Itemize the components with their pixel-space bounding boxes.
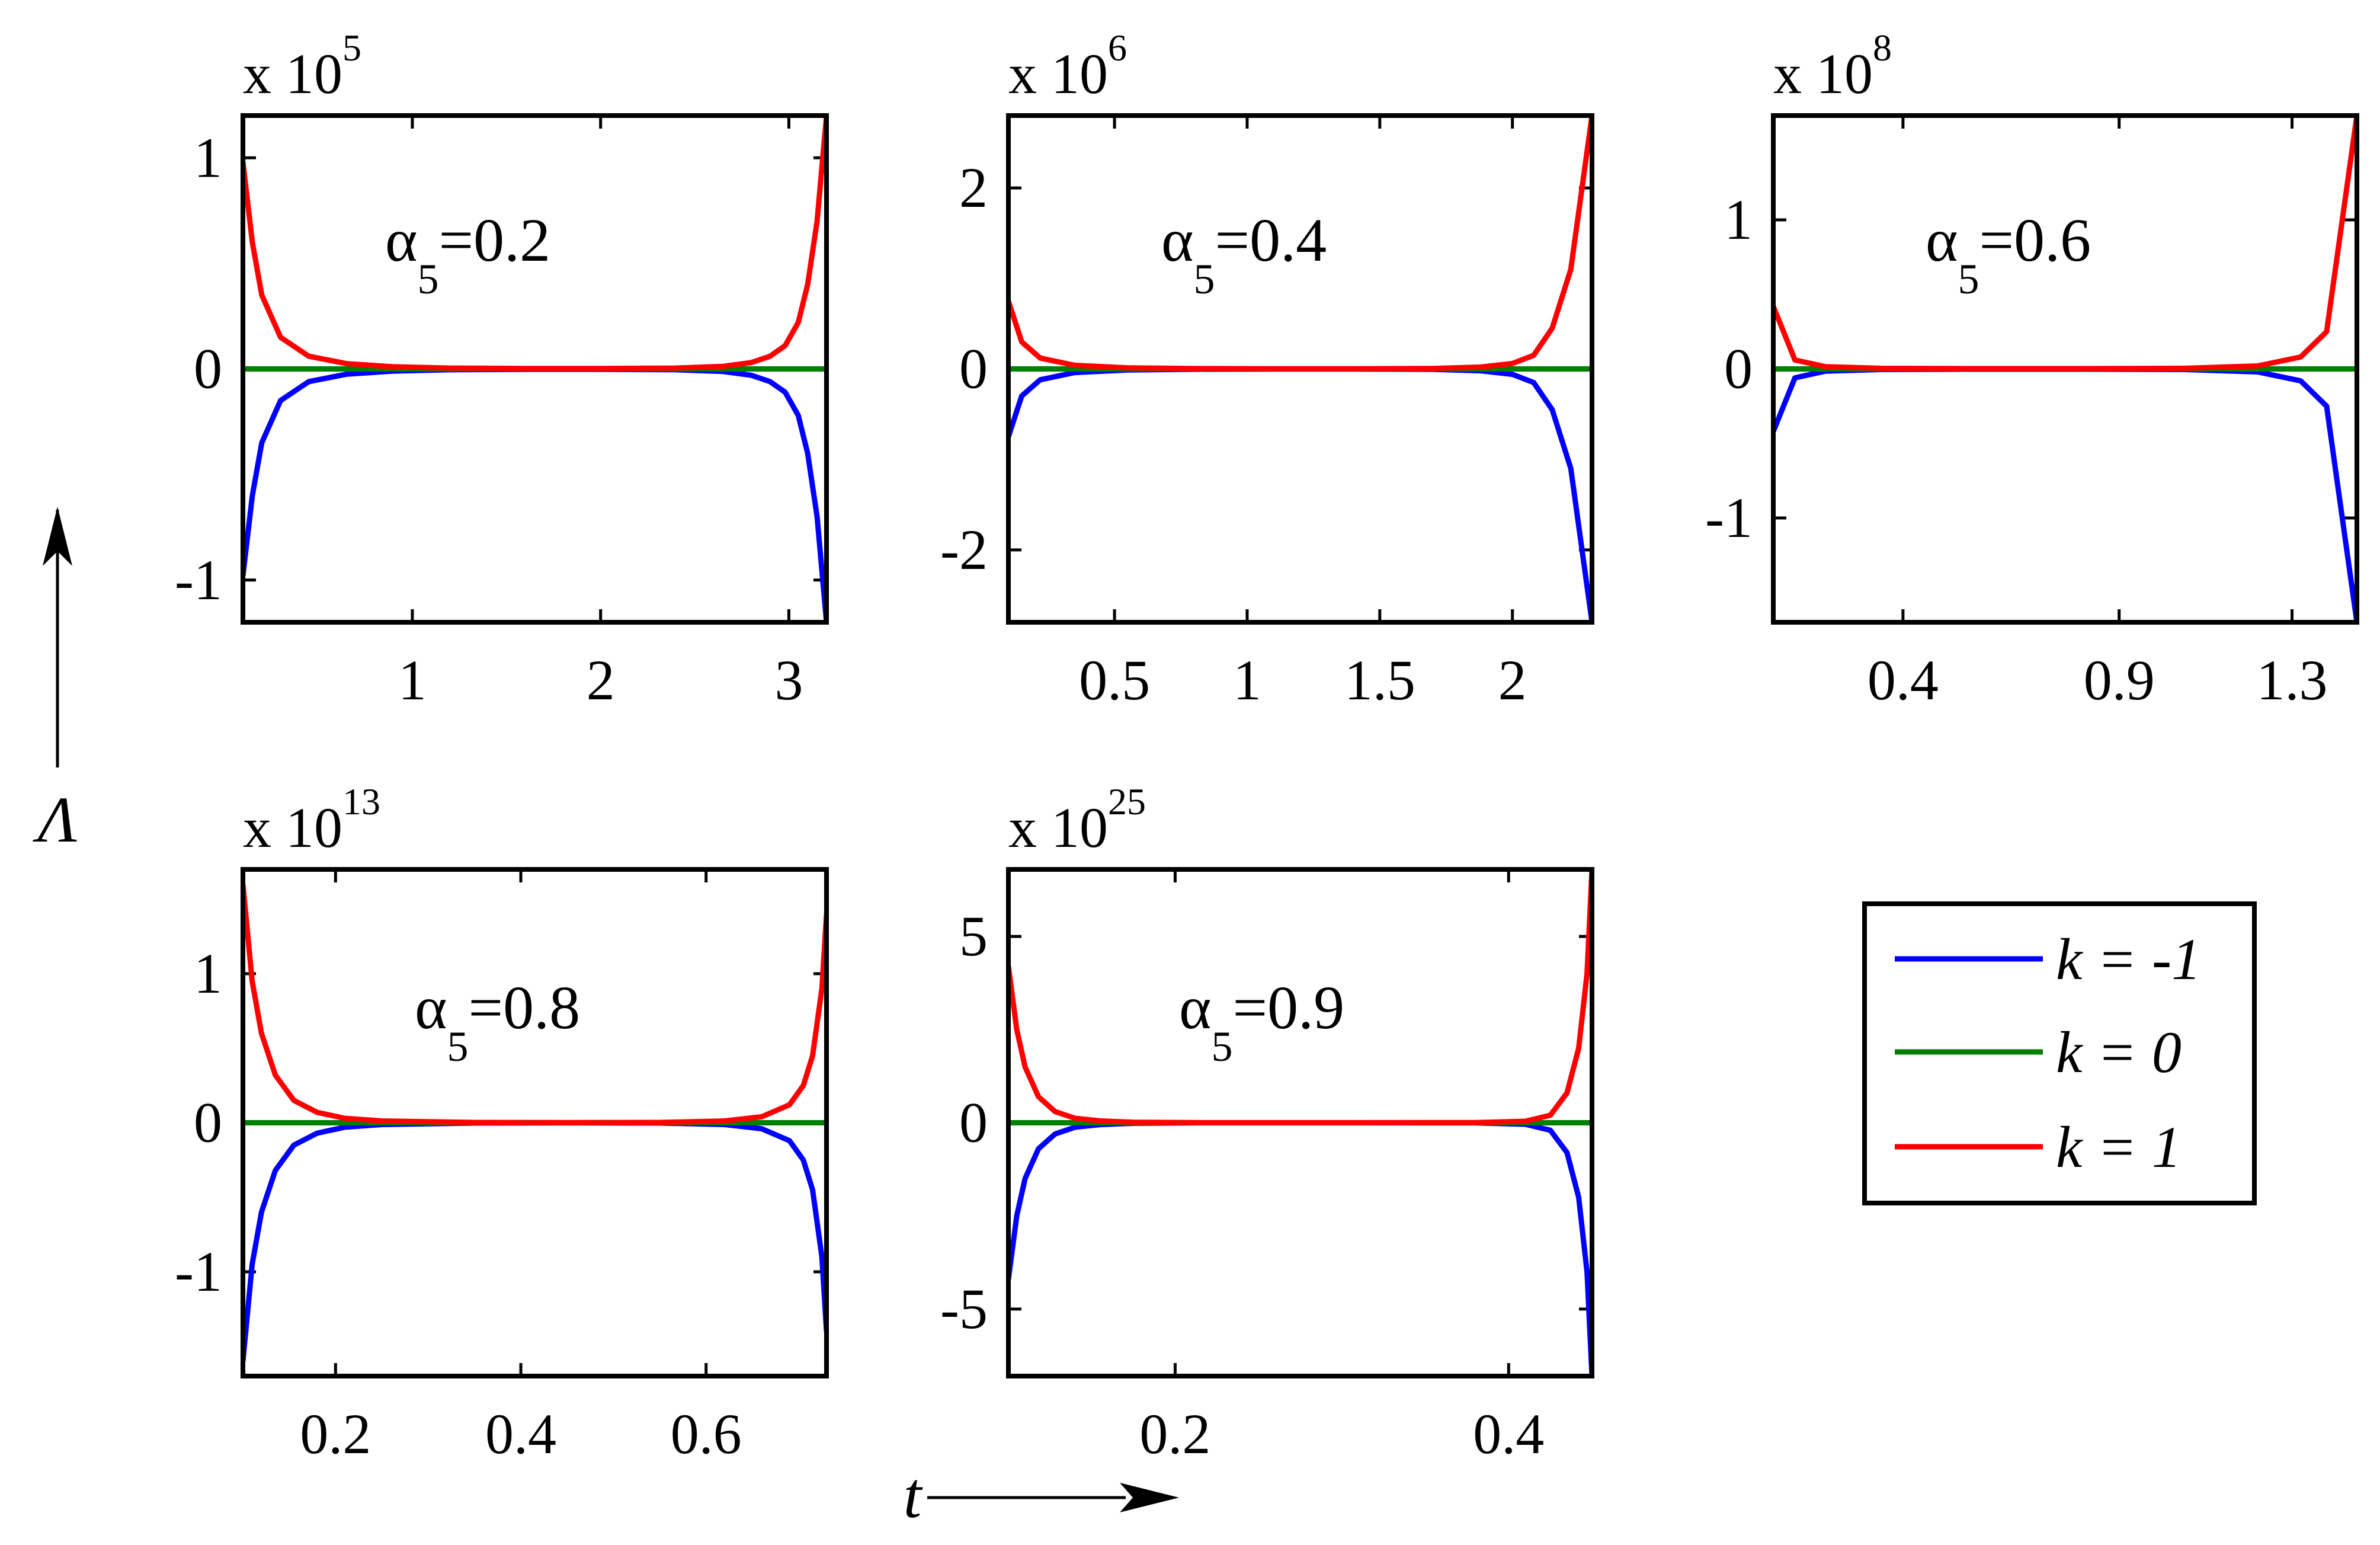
annotation-subscript: 5 — [1958, 255, 1979, 303]
y-axis-arrowhead — [43, 507, 72, 566]
annotation-subscript: 5 — [1194, 255, 1215, 303]
x-tick-label: 2 — [587, 648, 615, 712]
y-tick-label: -1 — [175, 1240, 222, 1303]
y-tick-label: 1 — [194, 126, 222, 189]
axes-frame — [1771, 113, 2359, 625]
axis-multiplier: x 105 — [243, 27, 361, 105]
y-tick-label: 0 — [1724, 337, 1753, 401]
annotation-symbol: α — [1179, 974, 1212, 1042]
subplot-alpha-0-4: 0.5 1 1.5 2 -2 0 2 x 106 α5=0.4 — [940, 27, 1594, 712]
panel-annotation: α5=0.6 — [1926, 206, 2091, 303]
y-tick-label: 0 — [959, 1091, 988, 1154]
axes-frame — [1006, 113, 1594, 625]
series-line-k-1-alpha-0-2 — [243, 116, 827, 372]
axis-multiplier: x 106 — [1008, 27, 1127, 105]
y-axis-symbol: Λ — [33, 783, 77, 856]
annotation-subscript: 5 — [1212, 1023, 1233, 1070]
annotation-value: =0.6 — [1979, 206, 2091, 274]
series-line-k-minus-1-alpha-0-4 — [1008, 366, 1592, 622]
y-tick-label: 2 — [959, 156, 988, 219]
x-tick-label: 0.9 — [2084, 648, 2155, 712]
annotation-value: =0.4 — [1215, 206, 1327, 274]
y-tick-label: 1 — [194, 942, 222, 1005]
axis-multiplier-exponent: 25 — [1108, 781, 1146, 823]
axis-multiplier-base: x 10 — [243, 796, 342, 859]
panel-annotation: α5=0.9 — [1179, 974, 1344, 1070]
y-tick-label: -2 — [940, 518, 988, 581]
x-tick-label: 0.2 — [300, 1402, 371, 1466]
series-line-k-minus-1-alpha-0-8 — [243, 1120, 827, 1362]
axis-multiplier-base: x 10 — [1008, 796, 1108, 859]
y-tick-label: 0 — [194, 337, 222, 401]
x-tick-label: 0.5 — [1079, 648, 1150, 712]
x-tick-label: 0.4 — [485, 1402, 556, 1466]
legend-label-k-1: k = 1 — [2056, 1114, 2182, 1180]
axis-multiplier-base: x 10 — [1773, 42, 1873, 105]
axis-multiplier-base: x 10 — [1008, 42, 1108, 105]
annotation-symbol: α — [385, 206, 418, 274]
x-tick-label: 0.4 — [1868, 648, 1939, 712]
series-line-k-minus-1-alpha-0-9 — [1008, 1120, 1592, 1376]
panel-annotation: α5=0.4 — [1161, 206, 1327, 303]
panel-annotation: α5=0.2 — [385, 206, 550, 303]
axes-frame — [241, 113, 829, 625]
annotation-value: =0.9 — [1233, 974, 1345, 1042]
series-line-k-minus-1-alpha-0-2 — [243, 366, 827, 622]
series-line-k-1-alpha-0-4 — [1008, 116, 1592, 372]
legend: k = -1 k = 0 k = 1 — [1862, 901, 2257, 1205]
axis-multiplier-base: x 10 — [243, 42, 342, 105]
x-tick-label: 2 — [1498, 648, 1527, 712]
annotation-value: =0.8 — [469, 974, 581, 1042]
y-tick-label: -5 — [940, 1277, 988, 1341]
annotation-subscript: 5 — [418, 255, 439, 303]
y-tick-label: -1 — [175, 548, 222, 612]
y-tick-label: 5 — [959, 904, 988, 968]
axes-frame — [241, 867, 829, 1378]
panel-annotation: α5=0.8 — [415, 974, 580, 1070]
annotation-symbol: α — [1926, 206, 1958, 274]
series-line-k-minus-1-alpha-0-6 — [1773, 366, 2357, 622]
annotation-subscript: 5 — [447, 1023, 469, 1070]
x-tick-label: 1 — [398, 648, 427, 712]
y-tick-label: 0 — [194, 1091, 222, 1154]
series-line-k-1-alpha-0-6 — [1773, 116, 2357, 372]
annotation-symbol: α — [415, 974, 447, 1042]
subplot-alpha-0-8: 0.2 0.4 0.6 -1 0 1 x 1013 α5=0.8 — [175, 781, 829, 1466]
x-tick-label: 0.6 — [671, 1402, 742, 1466]
axis-multiplier: x 1013 — [243, 781, 380, 859]
annotation-value: =0.2 — [439, 206, 551, 274]
axis-multiplier: x 108 — [1773, 27, 1892, 105]
legend-label-k-0: k = 0 — [2056, 1019, 2182, 1085]
series-line-k-1-alpha-0-8 — [243, 884, 827, 1125]
x-tick-label: 3 — [774, 648, 803, 712]
subplot-alpha-0-6: 0.4 0.9 1.3 -1 0 1 x 108 α5=0.6 — [1705, 27, 2359, 712]
axis-multiplier-exponent: 8 — [1873, 27, 1892, 69]
legend-box — [1862, 901, 2257, 1205]
x-tick-label: 1.5 — [1344, 648, 1415, 712]
annotation-symbol: α — [1161, 206, 1194, 274]
y-tick-label: 1 — [1724, 188, 1753, 251]
legend-label-k-minus-1: k = -1 — [2056, 926, 2201, 992]
x-tick-label: 1.3 — [2257, 648, 2328, 712]
y-tick-label: -1 — [1705, 486, 1753, 549]
x-tick-label: 1 — [1233, 648, 1261, 712]
x-axis-arrowhead — [1120, 1483, 1179, 1512]
x-tick-label: 0.2 — [1139, 1402, 1210, 1466]
axes-frame — [1006, 867, 1594, 1378]
x-axis-symbol: t — [904, 1459, 923, 1531]
series-line-k-1-alpha-0-9 — [1008, 869, 1592, 1125]
y-tick-label: 0 — [959, 337, 988, 401]
axis-multiplier-exponent: 13 — [342, 781, 380, 823]
x-tick-label: 0.4 — [1473, 1402, 1544, 1466]
axis-multiplier-exponent: 5 — [342, 27, 361, 69]
axis-multiplier-exponent: 6 — [1108, 27, 1127, 69]
axis-multiplier: x 1025 — [1008, 781, 1146, 859]
